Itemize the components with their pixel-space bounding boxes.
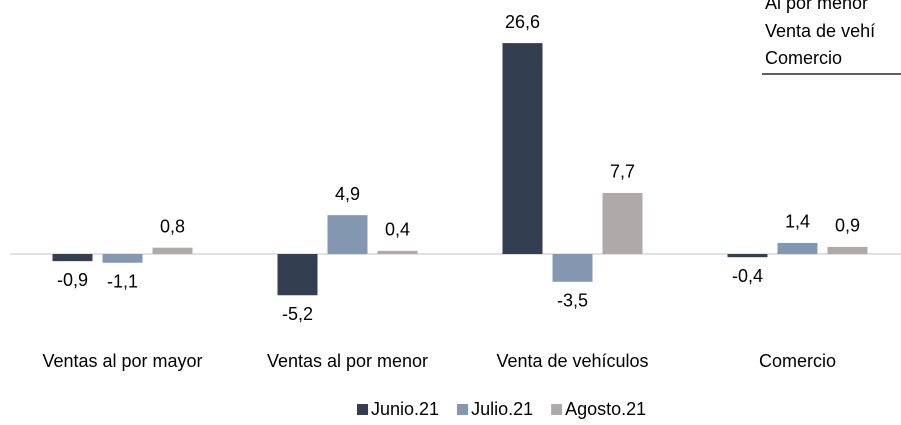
bar (602, 192, 643, 255)
x-tick-label: Venta de vehículos (496, 351, 648, 371)
data-label: -0,4 (732, 266, 763, 286)
legend-label: Junio.21 (371, 399, 439, 419)
bar (377, 250, 418, 255)
bar (777, 242, 818, 255)
overlay-table: Al por menor Venta de vehí Comercio (762, 0, 901, 75)
bar (327, 215, 368, 255)
data-label: 7,7 (610, 162, 635, 182)
bar (827, 246, 868, 255)
x-tick-label: Ventas al por mayor (42, 351, 202, 371)
overlay-label: Comercio (765, 48, 842, 68)
bar (52, 254, 93, 262)
data-label: 0,8 (160, 216, 185, 236)
data-label: 4,9 (335, 184, 360, 204)
data-label: 26,6 (505, 12, 540, 32)
bar (277, 254, 318, 296)
data-label: -1,1 (107, 271, 138, 291)
bar (552, 254, 593, 282)
x-tick-label: Ventas al por menor (267, 351, 428, 371)
data-label: 0,4 (385, 220, 410, 240)
legend-label: Julio.21 (471, 399, 533, 419)
data-label: 0,9 (835, 216, 860, 236)
legend-swatch (551, 404, 563, 415)
bar (727, 254, 768, 258)
legend-swatch (357, 404, 368, 415)
data-label: -0,9 (57, 270, 88, 290)
data-label: 1,4 (785, 212, 810, 232)
bar (502, 43, 543, 255)
x-tick-label: Comercio (759, 351, 836, 371)
data-label: -3,5 (557, 291, 588, 311)
overlay-label: Venta de vehí (765, 21, 875, 41)
legend-swatch (457, 404, 469, 415)
data-label: -5,2 (282, 304, 313, 324)
bar (102, 254, 143, 263)
overlay-label: Al por menor (765, 0, 868, 13)
bar (152, 247, 193, 255)
legend-label: Agosto.21 (565, 399, 646, 419)
